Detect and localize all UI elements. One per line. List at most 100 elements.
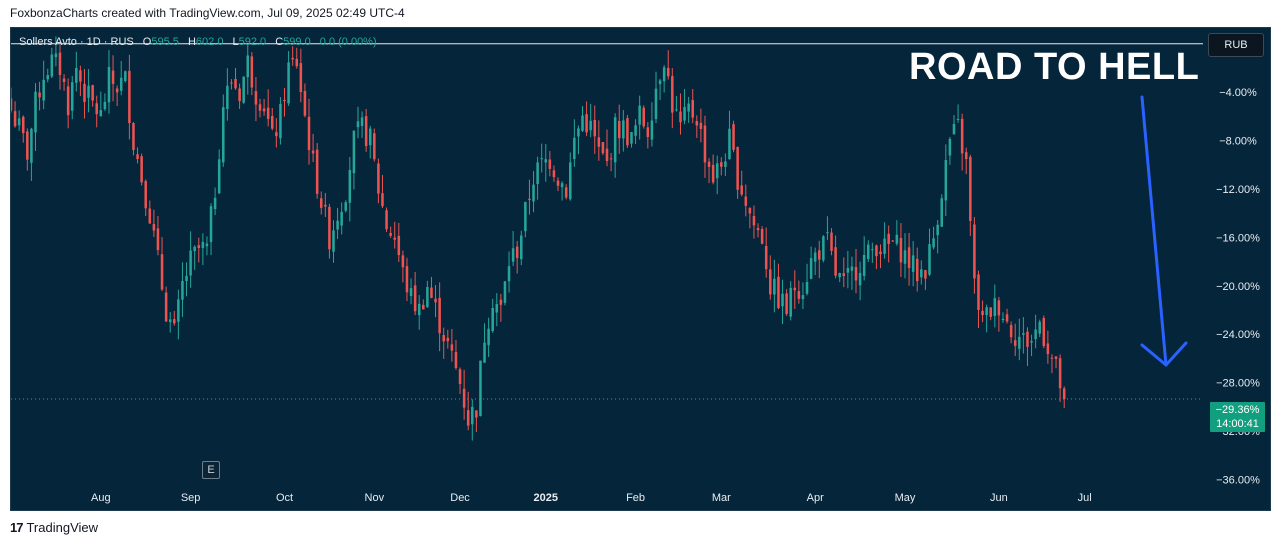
low-value: 592.0 bbox=[238, 36, 267, 48]
candle-body bbox=[136, 154, 139, 160]
candle-body bbox=[642, 107, 646, 127]
candle-body bbox=[144, 181, 147, 209]
candle-body bbox=[903, 250, 907, 264]
candle-body bbox=[279, 103, 282, 139]
candle-body bbox=[675, 109, 678, 111]
candle-body bbox=[205, 243, 209, 247]
candle-body bbox=[434, 298, 437, 303]
candle-body bbox=[111, 70, 115, 84]
candle-body bbox=[752, 215, 756, 226]
candle-body bbox=[283, 99, 286, 102]
candle-body bbox=[217, 159, 221, 194]
candle-body bbox=[687, 103, 690, 112]
candle-body bbox=[973, 224, 976, 279]
annotation-arrow-head bbox=[1140, 341, 1188, 367]
candle-body bbox=[299, 63, 303, 93]
candle-body bbox=[838, 272, 841, 278]
chart-caption: FoxbonzaCharts created with TradingView.… bbox=[10, 6, 405, 20]
last-price-tag: −29.36% 14:00:41 bbox=[1210, 402, 1265, 432]
candle-body bbox=[617, 120, 621, 139]
candle-body bbox=[181, 281, 184, 300]
candle-body bbox=[907, 247, 911, 268]
candle-body bbox=[328, 206, 331, 250]
candle-body bbox=[883, 238, 886, 254]
candle-body bbox=[287, 62, 290, 104]
symbol-name[interactable]: Sollers Avto · 1D · RUS bbox=[19, 36, 134, 48]
candle-body bbox=[393, 237, 396, 240]
candle-body bbox=[409, 288, 413, 297]
candle-body bbox=[520, 235, 523, 260]
candle-body bbox=[915, 258, 919, 282]
candle-body bbox=[499, 299, 503, 305]
candle-body bbox=[222, 107, 225, 163]
candle-body bbox=[258, 104, 262, 111]
candle-body bbox=[666, 67, 670, 77]
candle-body bbox=[1018, 336, 1021, 349]
candle-body bbox=[585, 114, 588, 133]
earnings-event-marker[interactable]: E bbox=[202, 461, 220, 479]
tradingview-logo[interactable]: 17 TradingView bbox=[10, 520, 98, 535]
candle-body bbox=[152, 224, 156, 231]
candle-body bbox=[826, 232, 829, 234]
candle-body bbox=[107, 66, 111, 103]
candle-body bbox=[168, 319, 172, 323]
candle-body bbox=[507, 266, 511, 282]
y-tick-label: −16.00% bbox=[1216, 232, 1260, 244]
candle-body bbox=[740, 185, 743, 195]
candle-body bbox=[38, 92, 41, 98]
candle-body bbox=[858, 272, 862, 286]
x-tick-label: Sep bbox=[181, 492, 201, 504]
candle-body bbox=[577, 128, 580, 137]
x-tick-label: Dec bbox=[450, 492, 470, 504]
candle-body bbox=[797, 291, 801, 299]
candle-body bbox=[936, 224, 939, 236]
candle-body bbox=[613, 117, 617, 163]
candle-body bbox=[732, 124, 735, 150]
chart-panel[interactable]: 0.00%−4.00%−8.00%−12.00%−16.00%−20.00%−2… bbox=[10, 27, 1271, 511]
candle-body bbox=[524, 201, 527, 232]
currency-button[interactable]: RUB bbox=[1208, 33, 1264, 57]
candle-body bbox=[246, 55, 250, 78]
candle-body bbox=[75, 68, 78, 83]
candle-body bbox=[487, 328, 490, 346]
candle-body bbox=[344, 202, 348, 211]
candle-body bbox=[1038, 321, 1041, 334]
candle-body bbox=[454, 352, 458, 369]
price-chart[interactable]: 0.00%−4.00%−8.00%−12.00%−16.00%−20.00%−2… bbox=[11, 28, 1271, 511]
candle-body bbox=[622, 120, 625, 139]
candle-body bbox=[238, 88, 241, 102]
candle-body bbox=[540, 158, 543, 160]
candle-body bbox=[650, 120, 654, 140]
candle-body bbox=[871, 249, 874, 251]
candle-body bbox=[471, 406, 474, 425]
candle-body bbox=[568, 162, 572, 200]
candle-body bbox=[360, 117, 364, 126]
tradingview-brand: TradingView bbox=[26, 520, 99, 535]
candle-body bbox=[556, 180, 560, 186]
x-tick-label: 2025 bbox=[534, 492, 558, 504]
candle-body bbox=[95, 103, 98, 115]
candle-body bbox=[295, 58, 299, 67]
candle-body bbox=[748, 208, 752, 214]
candle-body bbox=[891, 240, 895, 242]
candle-body bbox=[197, 245, 201, 248]
candle-body bbox=[303, 90, 307, 116]
candle-body bbox=[895, 234, 899, 244]
candle-body bbox=[879, 251, 882, 255]
x-tick-label: Jun bbox=[990, 492, 1008, 504]
candle-body bbox=[1030, 341, 1033, 343]
candle-body bbox=[401, 255, 405, 268]
candle-body bbox=[944, 159, 948, 201]
candle-body bbox=[593, 120, 597, 137]
candle-body bbox=[352, 130, 356, 174]
candle-body bbox=[552, 170, 556, 178]
candle-body bbox=[1005, 314, 1009, 322]
candle-body bbox=[262, 108, 266, 112]
candle-body bbox=[1034, 329, 1037, 340]
candle-body bbox=[960, 118, 964, 154]
annotation-text[interactable]: ROAD TO HELL bbox=[909, 46, 1200, 88]
candle-body bbox=[850, 266, 854, 271]
candle-body bbox=[479, 360, 482, 417]
candle-body bbox=[307, 116, 311, 151]
candle-body bbox=[605, 148, 609, 162]
